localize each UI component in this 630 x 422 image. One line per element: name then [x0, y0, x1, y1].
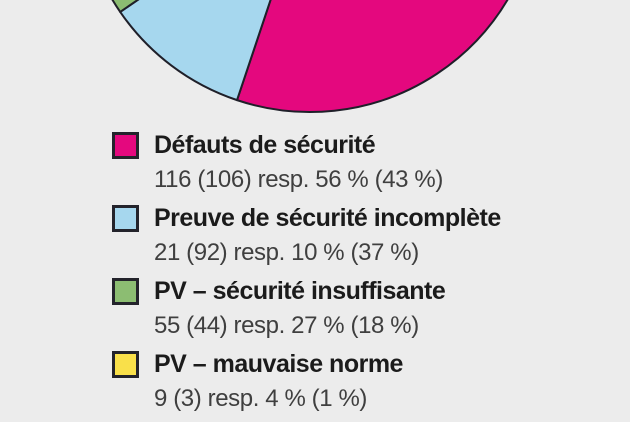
legend-value: 116 (106) resp. 56 % (43 %): [154, 166, 443, 193]
legend-value: 21 (92) resp. 10 % (37 %): [154, 239, 419, 266]
legend-item-pv-securite-insuffisante: PV – sécurité insuffisante 55 (44) resp.…: [112, 276, 582, 343]
legend-swatch-pink: [112, 131, 139, 159]
legend-row: PV – mauvaise norme: [112, 349, 582, 379]
pie-slice: [236, 0, 509, 113]
legend-label: Preuve de sécurité incomplète: [154, 203, 501, 232]
legend-value: 9 (3) resp. 4 % (1 %): [154, 385, 368, 412]
legend-label: PV – mauvaise norme: [154, 349, 403, 378]
chart-legend: Défauts de sécurité 116 (106) resp. 56 %…: [112, 130, 582, 422]
legend-item-pv-mauvaise-norme: PV – mauvaise norme 9 (3) resp. 4 % (1 %…: [112, 349, 582, 416]
pie-slice: [119, 0, 272, 102]
legend-swatch-blue: [112, 204, 139, 232]
legend-swatch-yellow: [112, 350, 139, 378]
legend-label: Défauts de sécurité: [154, 130, 376, 159]
legend-row: PV – sécurité insuffisante: [112, 276, 582, 306]
legend-row: Défauts de sécurité: [112, 130, 582, 160]
legend-swatch-green: [112, 277, 139, 305]
legend-row: Preuve de sécurité incomplète: [112, 203, 582, 233]
infographic-canvas: Défauts de sécurité 116 (106) resp. 56 %…: [0, 0, 630, 412]
pie-chart: [111, 0, 509, 113]
pie-slice: [111, 0, 140, 13]
legend-label: PV – sécurité insuffisante: [154, 276, 446, 305]
legend-value: 55 (44) resp. 27 % (18 %): [154, 312, 419, 339]
legend-item-defauts-de-securite: Défauts de sécurité 116 (106) resp. 56 %…: [112, 130, 582, 197]
legend-item-preuve-incomplete: Preuve de sécurité incomplète 21 (92) re…: [112, 203, 582, 270]
pie-chart-area: [0, 0, 630, 130]
